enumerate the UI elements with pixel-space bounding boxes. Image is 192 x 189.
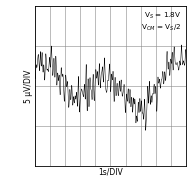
Y-axis label: 5 μV/DIV: 5 μV/DIV bbox=[24, 69, 33, 103]
X-axis label: 1s/DIV: 1s/DIV bbox=[98, 168, 123, 177]
Text: V$_S$ = 1.8V
V$_{CM}$ = V$_S$/2: V$_S$ = 1.8V V$_{CM}$ = V$_S$/2 bbox=[141, 11, 182, 33]
